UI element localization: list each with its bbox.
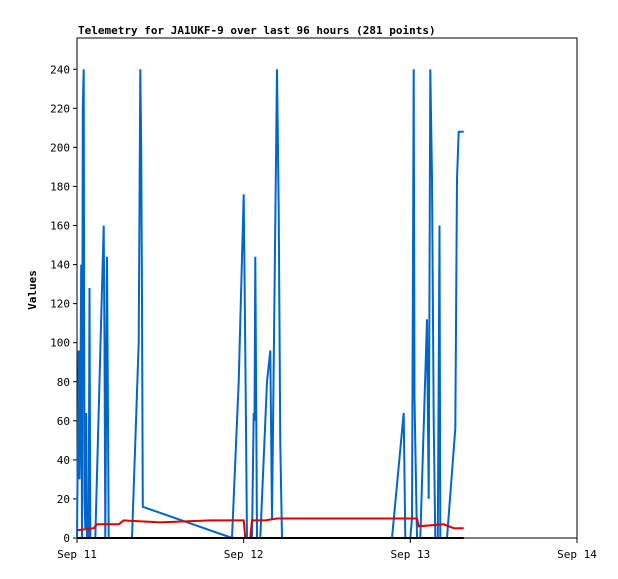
series-line-1	[76, 69, 464, 540]
y-tick-label: 80	[57, 376, 70, 389]
y-tick-label: 220	[50, 102, 70, 115]
y-tick-label: 120	[50, 298, 70, 311]
plot-frame	[76, 37, 578, 539]
y-tick-label: 180	[50, 180, 70, 193]
y-tick-label: 100	[50, 337, 70, 350]
y-tick-label: 20	[57, 493, 70, 506]
y-tick-label: 160	[50, 220, 70, 233]
y-tick-label: 60	[57, 415, 70, 428]
y-tick-label: 40	[57, 454, 70, 467]
x-tick-label: Sep 13	[390, 548, 430, 561]
x-tick-label: Sep 14	[557, 548, 597, 561]
y-tick-label: 240	[50, 63, 70, 76]
y-axis-title: Values	[26, 270, 39, 310]
chart-title: Telemetry for JA1UKF-9 over last 96 hour…	[78, 24, 436, 37]
y-tick-label: 140	[50, 259, 70, 272]
x-tick-label: Sep 12	[224, 548, 264, 561]
plot-area: 0 20 40 60 80 100 120 140 160 180 200 220 240 Sep 11 S…	[50, 37, 597, 561]
y-tick-label: 200	[50, 141, 70, 154]
y-tick-label: 0	[63, 532, 70, 545]
x-tick-label: Sep 11	[57, 548, 97, 561]
